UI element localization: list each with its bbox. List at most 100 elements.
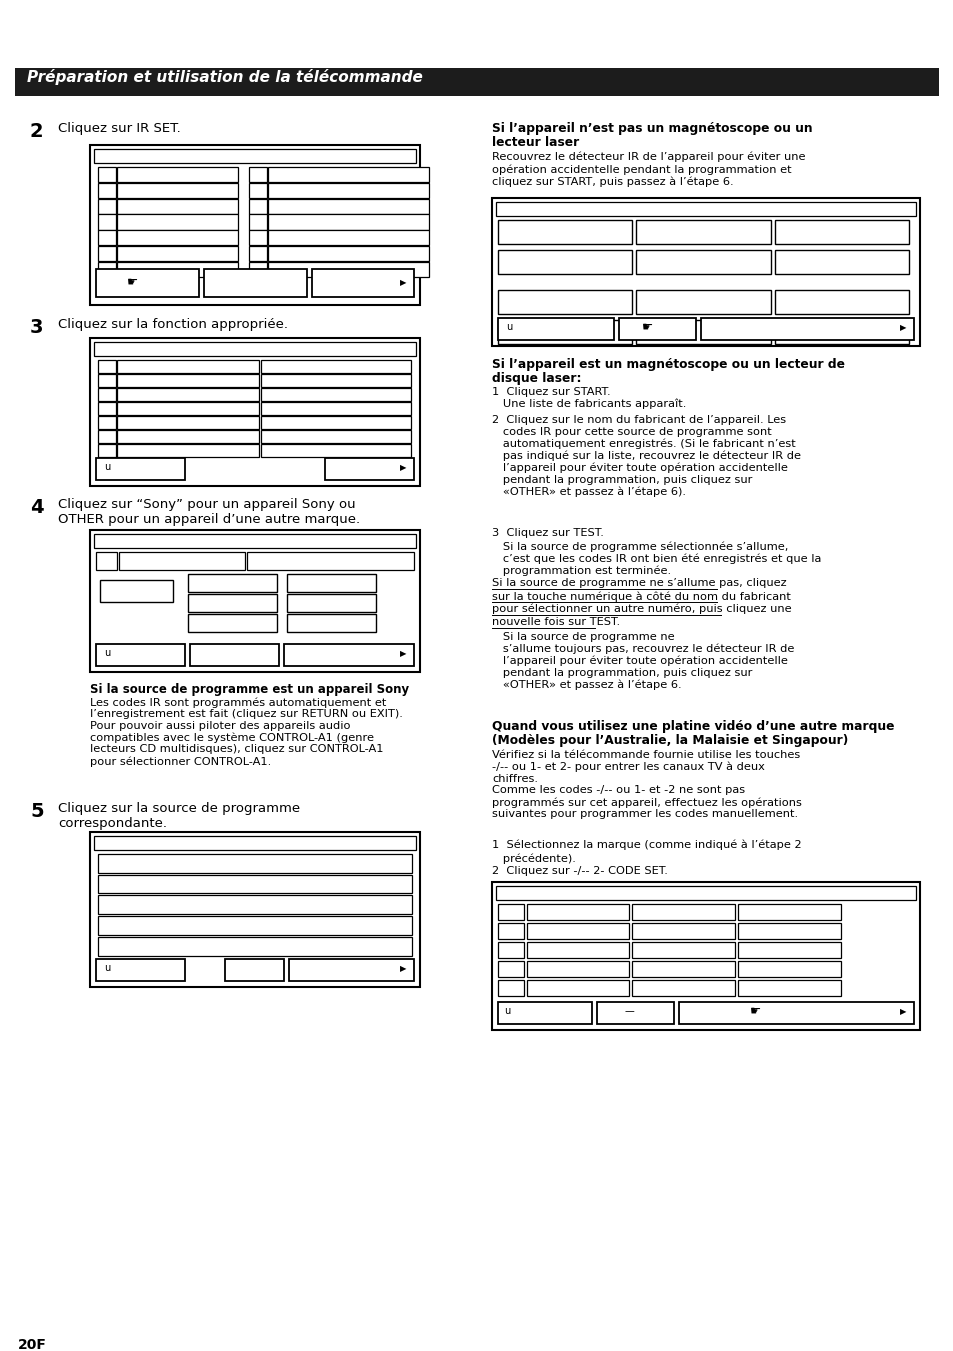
Bar xyxy=(94,836,416,850)
Bar xyxy=(526,961,629,977)
Bar xyxy=(497,320,632,345)
Bar xyxy=(204,269,307,297)
Bar xyxy=(98,388,116,401)
Bar xyxy=(117,199,237,213)
Bar xyxy=(117,416,259,430)
Text: 2: 2 xyxy=(30,122,44,141)
Text: ▶: ▶ xyxy=(899,1006,905,1016)
Bar xyxy=(190,644,279,666)
Bar xyxy=(497,942,523,958)
Bar xyxy=(774,220,908,245)
Bar xyxy=(94,342,416,357)
Bar xyxy=(98,874,412,893)
Text: 2  Cliquez sur le nom du fabricant de l’appareil. Les
   codes IR pour cette sou: 2 Cliquez sur le nom du fabricant de l’a… xyxy=(492,415,801,497)
Text: 5: 5 xyxy=(30,802,44,821)
Bar xyxy=(636,290,770,313)
Text: 3: 3 xyxy=(30,317,44,336)
Bar xyxy=(496,203,915,216)
Bar xyxy=(268,262,429,277)
Bar xyxy=(117,374,259,388)
Bar xyxy=(492,199,919,346)
Bar xyxy=(497,1002,592,1024)
Text: Les codes IR sont programmés automatiquement et
l’enregistrement est fait (cliqu: Les codes IR sont programmés automatique… xyxy=(90,697,402,767)
Bar xyxy=(100,580,172,603)
Text: ▶: ▶ xyxy=(399,463,406,471)
Bar xyxy=(117,403,259,415)
Bar xyxy=(98,374,116,388)
Bar xyxy=(98,215,116,230)
Text: précédente).: précédente). xyxy=(492,852,576,863)
Bar xyxy=(700,317,913,340)
Bar xyxy=(774,250,908,274)
Text: u: u xyxy=(104,963,111,973)
Bar xyxy=(96,269,199,297)
Text: Cliquez sur la source de programme: Cliquez sur la source de programme xyxy=(58,802,300,815)
Text: Si la source de programme ne s’allume pas, cliquez: Si la source de programme ne s’allume pa… xyxy=(492,578,786,588)
Text: OTHER pour un appareil d’une autre marque.: OTHER pour un appareil d’une autre marqu… xyxy=(58,513,359,526)
Text: 4: 4 xyxy=(30,499,44,517)
Bar xyxy=(289,959,414,981)
Bar xyxy=(632,942,735,958)
Bar xyxy=(96,553,117,570)
Bar xyxy=(632,923,735,939)
Text: —: — xyxy=(623,1006,633,1016)
Bar xyxy=(90,832,419,988)
Bar xyxy=(98,199,116,213)
Bar xyxy=(679,1002,913,1024)
Bar xyxy=(497,904,523,920)
Text: 2  Cliquez sur -/-- 2- CODE SET.: 2 Cliquez sur -/-- 2- CODE SET. xyxy=(492,866,667,875)
Bar xyxy=(284,644,414,666)
Bar xyxy=(96,644,185,666)
Bar xyxy=(117,444,259,458)
Bar xyxy=(249,246,267,261)
Bar xyxy=(492,882,919,1029)
Bar xyxy=(98,230,116,246)
Bar xyxy=(98,359,116,373)
Bar xyxy=(497,317,613,340)
Bar xyxy=(526,904,629,920)
Text: 1  Cliquez sur START.
   Une liste de fabricants apparaît.: 1 Cliquez sur START. Une liste de fabric… xyxy=(492,386,685,409)
Bar xyxy=(98,936,412,955)
Bar xyxy=(188,574,276,592)
Text: Cliquez sur IR SET.: Cliquez sur IR SET. xyxy=(58,122,180,135)
Text: Si l’appareil n’est pas un magnétoscope ou un: Si l’appareil n’est pas un magnétoscope … xyxy=(492,122,812,135)
Bar xyxy=(268,199,429,213)
Text: Recouvrez le détecteur IR de l’appareil pour éviter une
opération accidentelle p: Recouvrez le détecteur IR de l’appareil … xyxy=(492,153,804,186)
Text: correspondante.: correspondante. xyxy=(58,817,167,830)
Bar xyxy=(632,904,735,920)
Bar xyxy=(526,979,629,996)
Bar xyxy=(312,269,414,297)
Bar xyxy=(738,961,840,977)
Text: ▶: ▶ xyxy=(399,278,406,286)
Bar xyxy=(90,530,419,671)
Bar xyxy=(268,182,429,199)
Text: ☛: ☛ xyxy=(641,322,652,334)
Text: 1  Sélectionnez la marque (comme indiqué à l’étape 2: 1 Sélectionnez la marque (comme indiqué … xyxy=(492,840,801,851)
Bar xyxy=(497,250,632,274)
Bar xyxy=(636,250,770,274)
Bar xyxy=(117,246,237,261)
Bar xyxy=(98,916,412,935)
Bar xyxy=(636,220,770,245)
Bar xyxy=(261,403,411,415)
Text: 3  Cliquez sur TEST.: 3 Cliquez sur TEST. xyxy=(492,528,603,538)
Text: disque laser:: disque laser: xyxy=(492,372,581,385)
Bar xyxy=(98,431,116,443)
Bar xyxy=(497,220,632,245)
Bar xyxy=(497,979,523,996)
Bar xyxy=(287,613,375,632)
Bar xyxy=(261,359,411,373)
Bar xyxy=(261,416,411,430)
Bar xyxy=(636,320,770,345)
Bar xyxy=(249,262,267,277)
Bar xyxy=(188,594,276,612)
Bar xyxy=(268,230,429,246)
Bar xyxy=(98,182,116,199)
Bar xyxy=(90,145,419,305)
Bar xyxy=(738,904,840,920)
Bar xyxy=(261,388,411,401)
Bar xyxy=(249,215,267,230)
Bar xyxy=(261,374,411,388)
Text: Si la source de programme sélectionnée s’allume,
   c’est que les codes IR ont b: Si la source de programme sélectionnée s… xyxy=(492,540,821,576)
Bar xyxy=(117,388,259,401)
